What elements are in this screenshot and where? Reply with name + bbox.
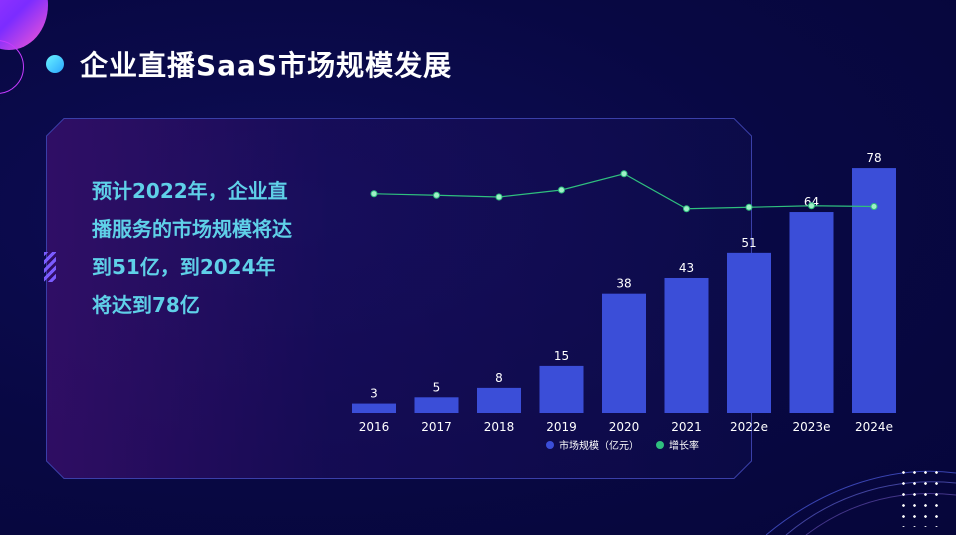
x-tick-label: 2019	[546, 420, 577, 434]
x-tick-label: 2018	[484, 420, 515, 434]
growth-rate-point	[683, 205, 690, 213]
summary-text: 预计2022年，企业直播服务的市场规模将达到51亿，到2024年将达到78亿	[92, 179, 292, 317]
growth-rate-point	[433, 191, 440, 199]
bar-2022e	[727, 252, 771, 413]
legend-swatch-bar	[546, 441, 554, 449]
page-title: 企业直播SaaS市场规模发展	[80, 49, 453, 82]
bar-2018	[477, 387, 521, 413]
x-tick-label: 2017	[421, 420, 452, 434]
growth-rate-point	[870, 203, 878, 210]
x-tick-label: 2024e	[855, 420, 893, 434]
bar-2021	[664, 277, 709, 413]
bar-2023e	[789, 212, 834, 413]
bar-value-label: 38	[616, 277, 631, 291]
bar-value-label: 15	[554, 349, 569, 363]
x-tick-label: 2022e	[730, 420, 768, 434]
bar-value-label: 3	[370, 387, 378, 401]
bar-value-label: 78	[866, 151, 881, 165]
bar-value-label: 8	[495, 371, 503, 385]
side-stripes-decoration	[44, 252, 56, 282]
growth-rate-point	[620, 170, 628, 178]
legend-swatch-line	[656, 441, 664, 449]
bar-2017	[414, 397, 459, 413]
legend-label-bar: 市场规模（亿元）	[559, 439, 639, 452]
growth-rate-point	[558, 186, 565, 194]
bar-value-label: 5	[433, 380, 441, 394]
bar-2016	[352, 403, 396, 413]
x-tick-label: 2021	[671, 420, 702, 434]
legend-label-line: 增长率	[669, 439, 699, 452]
growth-rate-point	[495, 193, 503, 201]
title-bullet-icon	[46, 55, 64, 73]
decorative-ring	[0, 40, 24, 94]
bar-value-label: 51	[741, 236, 756, 250]
bar-2019	[539, 365, 584, 413]
decorative-dots	[898, 467, 942, 527]
x-tick-label: 2023e	[793, 420, 831, 434]
x-tick-label: 2016	[359, 420, 390, 434]
bar-2020	[602, 293, 646, 413]
bar-value-label: 43	[679, 261, 694, 275]
growth-rate-point	[745, 203, 753, 211]
growth-rate-point	[808, 202, 815, 210]
market-size-chart: 3 2016 5 2017 8 2018 15 2019 38 2020 43 2021 51 2022e…	[352, 151, 896, 452]
growth-rate-line	[373, 173, 875, 210]
x-tick-label: 2020	[609, 420, 640, 434]
growth-rate-point	[370, 190, 378, 198]
